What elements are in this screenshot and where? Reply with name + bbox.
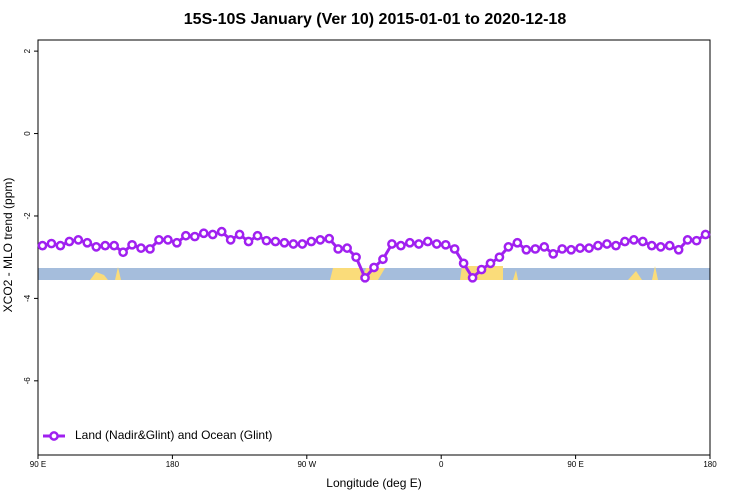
data-point — [557, 244, 568, 254]
data-point — [602, 239, 612, 249]
x-tick-label: 180 — [166, 460, 180, 469]
data-point — [575, 243, 585, 253]
data-point — [387, 239, 397, 249]
y-tick-label: -6 — [23, 377, 32, 385]
data-point — [100, 240, 111, 251]
x-tick-label: 90 E — [567, 460, 583, 469]
x-tick-label: 90 E — [30, 460, 46, 469]
data-point — [180, 230, 191, 241]
chart-title: 15S-10S January (Ver 10) 2015-01-01 to 2… — [184, 11, 567, 28]
land-area — [513, 270, 518, 280]
land-area — [628, 271, 642, 280]
data-point — [628, 235, 639, 245]
data-point — [324, 233, 335, 244]
data-point — [422, 236, 433, 247]
data-point — [154, 235, 164, 245]
data-point — [584, 243, 594, 253]
data-point — [207, 229, 218, 240]
data-point — [118, 247, 128, 258]
data-point — [109, 240, 120, 251]
data-point — [413, 239, 424, 249]
data-point — [700, 229, 711, 240]
data-point — [333, 244, 344, 254]
data-point — [655, 242, 666, 252]
legend-marker — [49, 431, 59, 441]
data-point — [512, 237, 523, 248]
data-point — [351, 252, 361, 263]
data-point — [360, 272, 370, 283]
data-point — [243, 236, 254, 247]
data-point — [64, 236, 75, 247]
data-point — [369, 262, 379, 273]
data-point — [198, 228, 209, 239]
data-point — [458, 258, 469, 269]
data-point — [297, 239, 308, 249]
data-point — [127, 239, 137, 250]
data-point — [172, 237, 182, 248]
data-point — [136, 243, 146, 253]
data-point — [396, 240, 406, 251]
y-axis-label: XCO2 - MLO trend (ppm) — [1, 178, 15, 313]
x-tick-label: 180 — [703, 460, 717, 469]
data-point — [342, 243, 352, 253]
data-point — [216, 226, 227, 237]
x-axis-label: Longitude (deg E) — [326, 476, 421, 490]
data-point — [503, 242, 514, 252]
data-point — [46, 238, 57, 249]
data-point — [566, 244, 576, 255]
data-point — [261, 235, 272, 246]
data-point — [55, 240, 66, 251]
land-area — [652, 266, 658, 280]
data-point — [593, 240, 603, 251]
data-point — [163, 235, 173, 245]
data-point — [145, 244, 155, 254]
data-point — [620, 236, 630, 247]
data-point — [476, 264, 487, 275]
data-point — [73, 235, 84, 245]
data-point — [82, 237, 93, 248]
data-point — [673, 244, 684, 255]
data-point — [189, 231, 200, 242]
data-point — [691, 235, 702, 246]
data-point — [682, 235, 693, 245]
data-point — [494, 252, 505, 263]
data-point — [270, 236, 281, 247]
data-point — [548, 249, 559, 259]
y-tick-label: -4 — [23, 294, 32, 302]
data-point — [611, 240, 621, 251]
data-point — [378, 254, 388, 265]
data-point — [252, 230, 263, 241]
x-tick-label: 0 — [439, 460, 444, 469]
land-area — [330, 268, 365, 280]
data-point — [279, 237, 290, 248]
data-point — [225, 235, 236, 245]
data-point — [485, 258, 496, 269]
land-area — [115, 267, 121, 280]
data-point — [646, 240, 657, 251]
data-point — [539, 242, 550, 252]
data-point — [404, 237, 415, 248]
land-area — [90, 272, 108, 280]
data-point — [530, 244, 541, 254]
data-point — [521, 244, 532, 255]
data-point — [315, 235, 326, 245]
data-point — [306, 236, 317, 247]
data-point — [664, 240, 675, 251]
data-point — [91, 242, 102, 252]
data-point — [234, 229, 245, 240]
data-point — [288, 239, 299, 249]
legend-label: Land (Nadir&Glint) and Ocean (Glint) — [75, 428, 272, 442]
data-point — [449, 244, 460, 254]
y-tick-label: 2 — [23, 48, 32, 53]
x-tick-label: 90 W — [297, 460, 316, 469]
y-tick-label: -2 — [23, 212, 32, 220]
data-point — [431, 239, 442, 249]
data-point — [37, 240, 48, 251]
data-point — [440, 239, 451, 250]
data-point — [467, 272, 478, 283]
y-tick-label: 0 — [23, 131, 32, 136]
data-point — [637, 236, 648, 247]
